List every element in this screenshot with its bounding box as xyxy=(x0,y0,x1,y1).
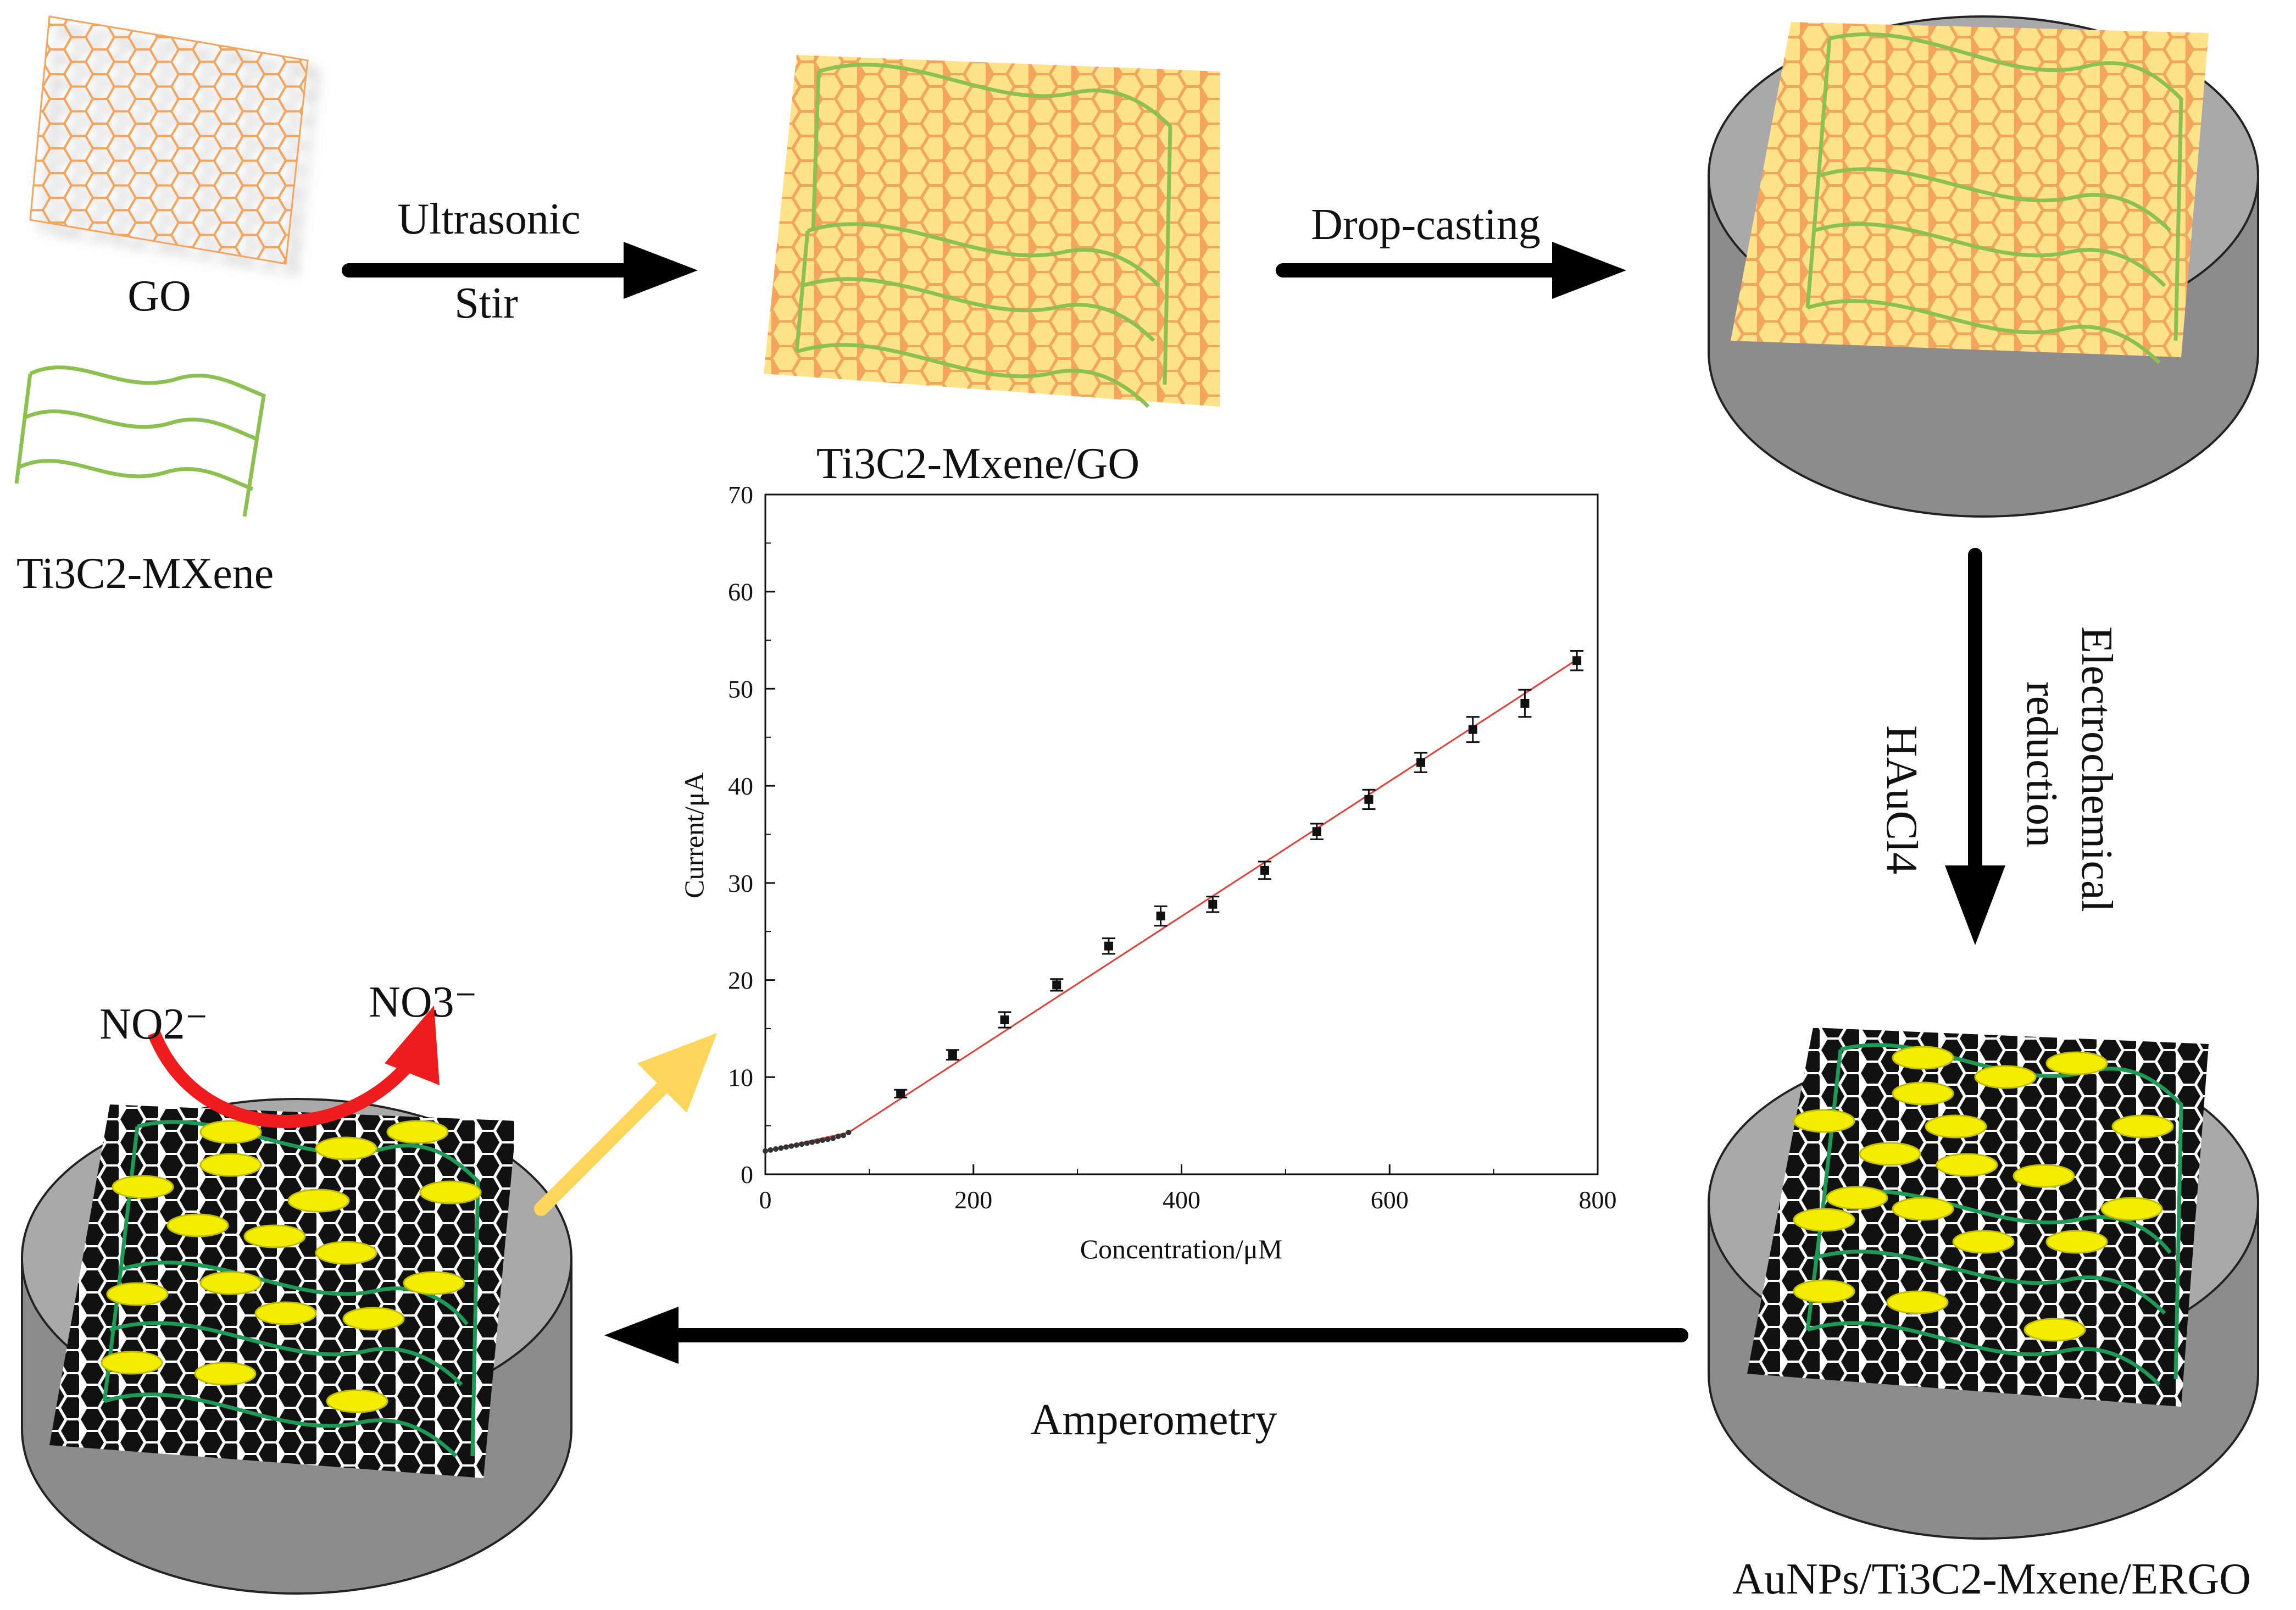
data-point xyxy=(948,1050,957,1059)
mxene-go-sheet xyxy=(764,55,1220,408)
low-range-point xyxy=(768,1147,774,1153)
y-tick-label: 40 xyxy=(728,772,753,800)
data-point xyxy=(1156,911,1165,920)
data-point xyxy=(1104,941,1113,951)
electrode-go-mxene xyxy=(1708,15,2259,518)
arrow-amperometry xyxy=(604,1307,1688,1364)
low-range-point xyxy=(804,1140,810,1146)
low-range-point xyxy=(809,1139,815,1145)
data-point xyxy=(1052,980,1061,990)
low-range-point xyxy=(783,1144,789,1150)
low-range-point xyxy=(835,1134,841,1140)
data-point xyxy=(1000,1015,1009,1025)
step-electrochemical: Electrochemical xyxy=(2072,626,2121,912)
step-amperometry: Amperometry xyxy=(1031,1396,1277,1444)
arrow-ultrasonic xyxy=(342,242,698,299)
link-arrow xyxy=(534,1033,717,1216)
step-ultrasonic: Ultrasonic xyxy=(397,195,580,243)
low-range-point xyxy=(772,1146,779,1152)
y-tick-label: 50 xyxy=(728,675,753,703)
product-no3: NO3⁻ xyxy=(369,978,477,1026)
y-tick-label: 20 xyxy=(728,967,753,995)
low-range-point xyxy=(799,1141,805,1147)
data-point xyxy=(1572,656,1582,665)
data-point xyxy=(1208,900,1218,909)
label-mxene-go: Ti3C2-Mxene/GO xyxy=(816,440,1139,488)
chart-ylabel: Current/μA xyxy=(679,772,709,898)
y-tick-label: 10 xyxy=(728,1063,753,1091)
label-mxene: Ti3C2-MXene xyxy=(16,549,274,598)
low-range-point xyxy=(763,1148,768,1154)
data-point xyxy=(1260,865,1269,875)
step-drop-casting: Drop-casting xyxy=(1311,201,1541,249)
x-tick-label: 600 xyxy=(1371,1186,1409,1214)
reactant-no2: NO2⁻ xyxy=(99,1000,208,1048)
low-range-point xyxy=(841,1132,847,1139)
data-point xyxy=(1312,827,1321,836)
y-tick-label: 60 xyxy=(728,578,753,606)
arrow-electrochemical-reduction xyxy=(1945,548,2005,945)
low-range-point xyxy=(830,1135,836,1141)
data-point xyxy=(1416,758,1426,767)
step-stir: Stir xyxy=(454,279,518,327)
low-range-point xyxy=(814,1138,820,1144)
low-range-point xyxy=(788,1143,794,1149)
electrode-sensing xyxy=(21,1098,572,1595)
electrode-aunps-ergo xyxy=(1708,1028,2259,1540)
data-point xyxy=(896,1089,905,1098)
y-tick-label: 30 xyxy=(728,869,753,897)
label-final: AuNPs/Ti3C2-Mxene/ERGO xyxy=(1732,1555,2251,1603)
step-reduction: reduction xyxy=(2017,681,2066,847)
label-go: GO xyxy=(127,272,191,320)
x-tick-label: 800 xyxy=(1579,1186,1617,1214)
y-tick-label: 0 xyxy=(741,1161,753,1189)
calibration-chart: 0 200 400 600 800 0 10 20 30 40 50 60 70 Concentrati… xyxy=(679,481,1617,1264)
data-point xyxy=(1468,725,1477,734)
y-tick-label: 70 xyxy=(728,481,753,509)
low-range-point xyxy=(825,1136,831,1142)
low-range-point xyxy=(793,1142,799,1148)
chart-frame xyxy=(764,493,1599,1175)
low-range-point xyxy=(778,1145,784,1151)
reaction-arrow xyxy=(147,1006,440,1128)
x-tick-label: 0 xyxy=(759,1186,772,1214)
step-haucl4: HAuCl4 xyxy=(1877,725,1926,874)
mxene-sheet xyxy=(14,365,266,517)
low-range-point xyxy=(846,1130,852,1136)
x-tick-label: 400 xyxy=(1163,1186,1200,1214)
arrow-drop-casting xyxy=(1276,242,1626,299)
data-point xyxy=(1520,698,1530,708)
x-tick-label: 200 xyxy=(954,1186,992,1214)
data-point xyxy=(1364,795,1374,804)
chart-xlabel: Concentration/μM xyxy=(1080,1234,1282,1264)
go-sheet xyxy=(29,15,309,265)
low-range-point xyxy=(820,1137,826,1143)
